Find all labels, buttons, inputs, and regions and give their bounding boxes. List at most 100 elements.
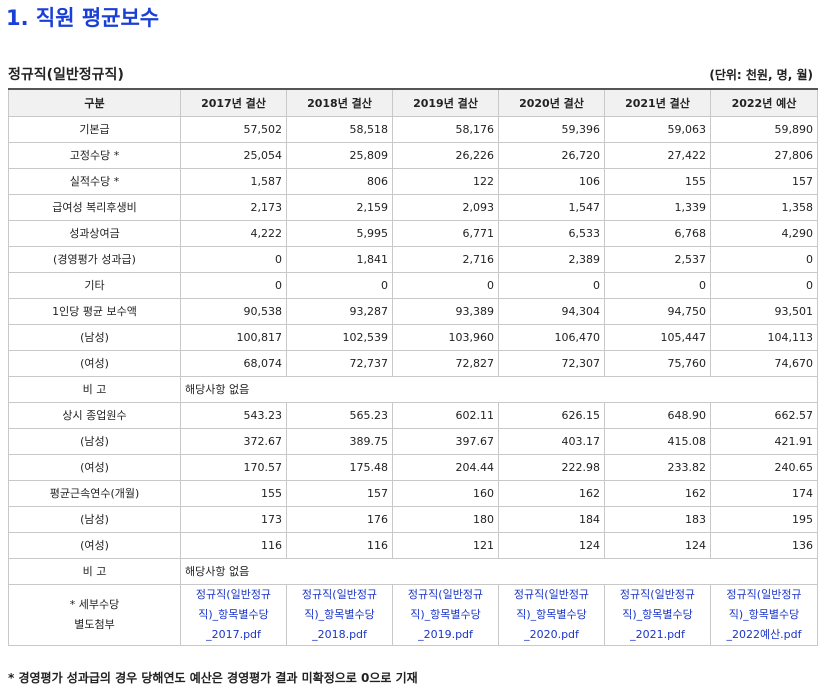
attachment-link[interactable]: 정규직(일반정규 직)_항목별수당 _2021.pdf bbox=[604, 583, 711, 646]
attachment-label: * 세부수당 별도첨부 bbox=[8, 583, 181, 646]
attachment-link-line: 정규직(일반정규 bbox=[301, 587, 378, 601]
value-cell: 806 bbox=[286, 167, 393, 195]
attachment-link-line: 정규직(일반정규 bbox=[619, 587, 696, 601]
table-row: 급여성 복리후생비 2,173 2,159 2,093 1,547 1,339 1,358 bbox=[8, 193, 818, 221]
value-cell: 74,670 bbox=[710, 349, 818, 377]
attachment-link[interactable]: 정규직(일반정규 직)_항목별수당 _2022예산.pdf bbox=[710, 583, 818, 646]
salary-table: 구분 2017년 결산 2018년 결산 2019년 결산 2020년 결산 2… bbox=[8, 88, 818, 646]
value-cell: 2,173 bbox=[180, 193, 287, 221]
value-cell: 6,768 bbox=[604, 219, 711, 247]
attachment-link-line: 정규직(일반정규 bbox=[407, 587, 484, 601]
attachment-link[interactable]: 정규직(일반정규 직)_항목별수당 _2017.pdf bbox=[180, 583, 287, 646]
value-cell: 2,159 bbox=[286, 193, 393, 221]
table-body: 기본급 57,502 58,518 58,176 59,396 59,063 59,890 고… bbox=[8, 115, 818, 646]
section-subtitle: 정규직(일반정규직) bbox=[8, 67, 124, 83]
header-cell-2021: 2021년 결산 bbox=[604, 88, 711, 117]
value-cell: 1,547 bbox=[498, 193, 605, 221]
attachment-link-line: 직)_항목별수당 bbox=[304, 607, 375, 621]
row-label: 급여성 복리후생비 bbox=[8, 193, 181, 221]
attachment-link-line: 직)_항목별수당 bbox=[622, 607, 693, 621]
attachment-link-line: 정규직(일반정규 bbox=[195, 587, 272, 601]
value-cell: 173 bbox=[180, 505, 287, 533]
value-cell: 184 bbox=[498, 505, 605, 533]
value-cell: 136 bbox=[710, 531, 818, 559]
attachment-label-line: * 세부수당 bbox=[69, 597, 120, 611]
value-cell: 2,716 bbox=[392, 245, 499, 273]
value-cell: 26,226 bbox=[392, 141, 499, 169]
row-label: 성과상여금 bbox=[8, 219, 181, 247]
attachment-link-line: _2018.pdf bbox=[312, 627, 367, 641]
value-cell: 59,063 bbox=[604, 115, 711, 143]
value-cell: 180 bbox=[392, 505, 499, 533]
value-cell: 93,389 bbox=[392, 297, 499, 325]
page-title: 1. 직원 평균보수 bbox=[6, 6, 160, 30]
table-row: 기타 0 0 0 0 0 0 bbox=[8, 271, 818, 299]
value-cell: 100,817 bbox=[180, 323, 287, 351]
value-cell: 68,074 bbox=[180, 349, 287, 377]
value-cell: 121 bbox=[392, 531, 499, 559]
value-cell: 240.65 bbox=[710, 453, 818, 481]
attachment-link-line: 직)_항목별수당 bbox=[728, 607, 800, 621]
value-cell: 72,827 bbox=[392, 349, 499, 377]
row-label: 상시 종업원수 bbox=[8, 401, 181, 429]
value-cell: 59,890 bbox=[710, 115, 818, 143]
value-cell: 626.15 bbox=[498, 401, 605, 429]
header-cell-2022: 2022년 예산 bbox=[710, 88, 818, 117]
attachment-link[interactable]: 정규직(일반정규 직)_항목별수당 _2020.pdf bbox=[498, 583, 605, 646]
value-cell: 105,447 bbox=[604, 323, 711, 351]
value-cell: 162 bbox=[498, 479, 605, 507]
value-cell: 27,806 bbox=[710, 141, 818, 169]
value-cell: 5,995 bbox=[286, 219, 393, 247]
attachment-link-line: 직)_항목별수당 bbox=[516, 607, 587, 621]
value-cell: 1,358 bbox=[710, 193, 818, 221]
value-cell: 2,389 bbox=[498, 245, 605, 273]
row-label: (남성) bbox=[8, 505, 181, 533]
value-cell: 72,737 bbox=[286, 349, 393, 377]
table-header-row: 구분 2017년 결산 2018년 결산 2019년 결산 2020년 결산 2… bbox=[8, 88, 818, 117]
table-row: (남성) 173 176 180 184 183 195 bbox=[8, 505, 818, 533]
value-cell: 1,339 bbox=[604, 193, 711, 221]
row-label: (경영평가 성과급) bbox=[8, 245, 181, 273]
row-label: (여성) bbox=[8, 349, 181, 377]
footnote: * 경영평가 성과급의 경우 당해연도 예산은 경영평가 결과 미확정으로 0으… bbox=[8, 671, 418, 685]
row-label: (여성) bbox=[8, 453, 181, 481]
value-cell: 397.67 bbox=[392, 427, 499, 455]
row-label: 평균근속연수(개월) bbox=[8, 479, 181, 507]
table-row: 실적수당 * 1,587 806 122 106 155 157 bbox=[8, 167, 818, 195]
table-row: (여성) 116 116 121 124 124 136 bbox=[8, 531, 818, 559]
value-cell: 0 bbox=[498, 271, 605, 299]
value-cell: 170.57 bbox=[180, 453, 287, 481]
value-cell: 648.90 bbox=[604, 401, 711, 429]
row-label: (남성) bbox=[8, 427, 181, 455]
value-cell: 103,960 bbox=[392, 323, 499, 351]
value-cell: 160 bbox=[392, 479, 499, 507]
value-cell: 106,470 bbox=[498, 323, 605, 351]
value-cell: 58,518 bbox=[286, 115, 393, 143]
value-cell: 155 bbox=[604, 167, 711, 195]
table-row: 비 고 해당사항 없음 bbox=[8, 375, 818, 403]
attachment-link-line: 정규직(일반정규 bbox=[513, 587, 590, 601]
value-cell: 4,290 bbox=[710, 219, 818, 247]
value-cell: 116 bbox=[180, 531, 287, 559]
header-cell-2018: 2018년 결산 bbox=[286, 88, 393, 117]
row-label: 고정수당 * bbox=[8, 141, 181, 169]
row-label: (여성) bbox=[8, 531, 181, 559]
value-cell: 25,054 bbox=[180, 141, 287, 169]
value-cell: 662.57 bbox=[710, 401, 818, 429]
value-cell: 403.17 bbox=[498, 427, 605, 455]
attachment-link[interactable]: 정규직(일반정규 직)_항목별수당 _2019.pdf bbox=[392, 583, 499, 646]
value-cell: 0 bbox=[180, 245, 287, 273]
table-row: (경영평가 성과급) 0 1,841 2,716 2,389 2,537 0 bbox=[8, 245, 818, 273]
row-label: (남성) bbox=[8, 323, 181, 351]
value-cell: 102,539 bbox=[286, 323, 393, 351]
value-cell: 2,093 bbox=[392, 193, 499, 221]
value-cell: 602.11 bbox=[392, 401, 499, 429]
table-row: (남성) 100,817 102,539 103,960 106,470 105,447 1… bbox=[8, 323, 818, 351]
value-cell: 415.08 bbox=[604, 427, 711, 455]
value-cell: 0 bbox=[604, 271, 711, 299]
value-cell: 372.67 bbox=[180, 427, 287, 455]
value-cell: 222.98 bbox=[498, 453, 605, 481]
row-label: 실적수당 * bbox=[8, 167, 181, 195]
value-cell: 157 bbox=[286, 479, 393, 507]
